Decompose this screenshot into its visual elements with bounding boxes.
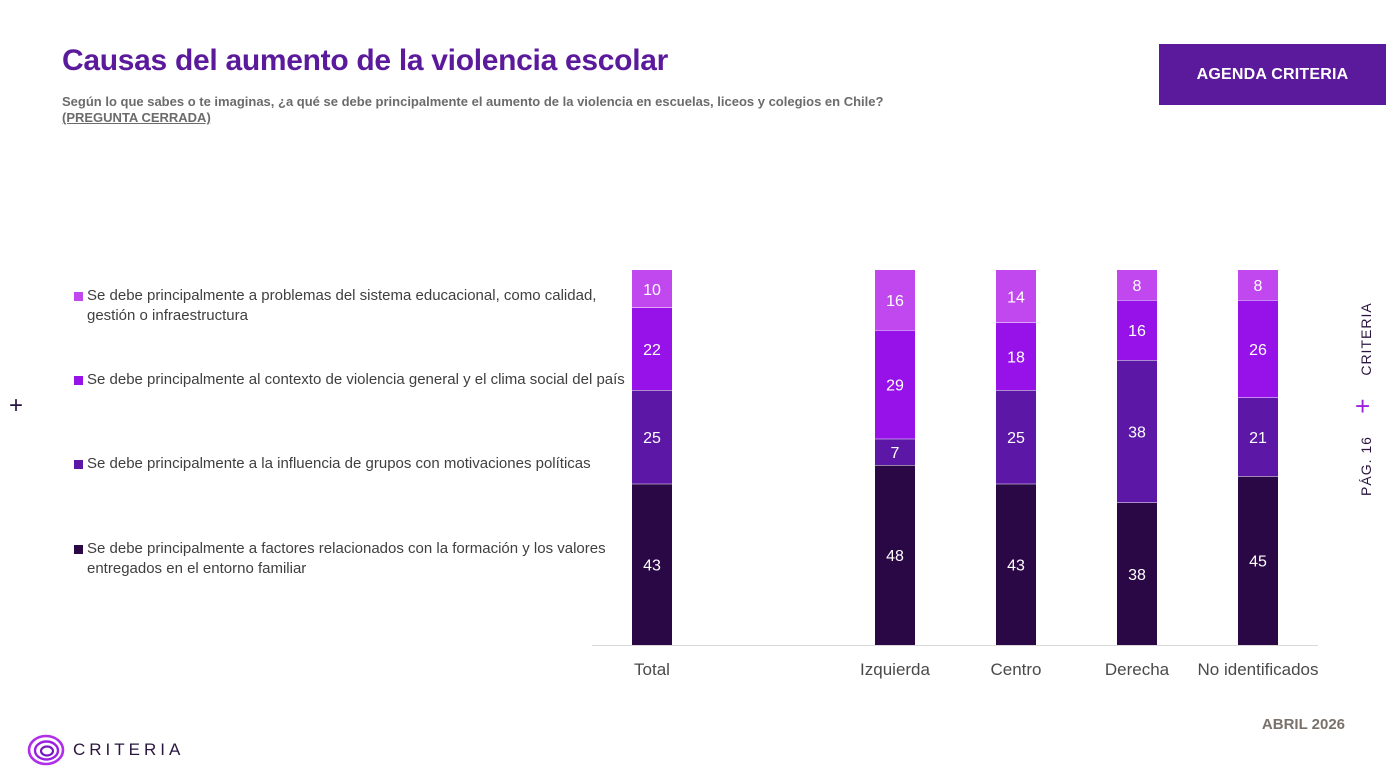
criteria-logo: CRITERIA: [27, 734, 184, 766]
data-label: 43: [643, 557, 661, 574]
data-label: 22: [643, 342, 661, 359]
data-label: 48: [886, 548, 904, 565]
legend-label: Se debe principalmente a problemas del s…: [87, 287, 597, 324]
legend-swatch: [74, 460, 83, 469]
bar-stack: 43 25 22 10: [632, 270, 672, 645]
bar-stack: 48 7 29 16: [875, 270, 915, 645]
data-label: 8: [1254, 278, 1263, 295]
legend-item: Se debe principalmente al contexto de vi…: [74, 370, 632, 390]
bar-segment: [632, 483, 672, 645]
data-label: 7: [891, 445, 900, 462]
bar-segment: [632, 307, 672, 390]
data-label: 18: [1007, 349, 1025, 366]
data-label: 8: [1133, 278, 1142, 295]
bar-stack: 43 25 18 14: [996, 270, 1036, 645]
plus-icon: +: [9, 392, 24, 419]
data-label: 16: [1128, 323, 1146, 340]
bar-segment: [632, 390, 672, 484]
legend-label: Se debe principalmente al contexto de vi…: [87, 371, 625, 388]
page-title: Causas del aumento de la violencia escol…: [62, 44, 668, 77]
bar-segment: [996, 270, 1036, 323]
side-plus-icon: +: [1355, 391, 1371, 421]
data-label: 10: [643, 282, 661, 299]
data-label: 38: [1128, 424, 1146, 441]
bar-segment: [1117, 360, 1157, 503]
data-label: 25: [643, 430, 661, 447]
category-label: Derecha: [1105, 660, 1170, 679]
data-label: 21: [1249, 430, 1267, 447]
legend-swatch: [74, 376, 83, 385]
page-number-label: PÁG. 16: [1358, 436, 1374, 496]
legend-item: Se debe principalmente a factores relaci…: [74, 539, 632, 578]
question-type-label: (PREGUNTA CERRADA): [62, 110, 211, 125]
bar-segment: [1117, 502, 1157, 645]
bar-segment: [1238, 397, 1278, 477]
bar-segment: [875, 465, 915, 645]
data-label: 16: [886, 293, 904, 310]
category-label: Izquierda: [860, 660, 930, 679]
bar-segment: [632, 270, 672, 308]
bar-segment: [1238, 300, 1278, 398]
agenda-criteria-badge: AGENDA CRITERIA: [1159, 44, 1386, 105]
bar-stack: 45 21 26 8: [1238, 270, 1278, 645]
bar-segment: [996, 483, 1036, 645]
data-label: 43: [1007, 557, 1025, 574]
data-label: 29: [886, 377, 904, 394]
logo-wordmark: CRITERIA: [73, 740, 185, 759]
data-label: 25: [1007, 430, 1025, 447]
bar-stack: 38 38 16 8: [1117, 270, 1157, 645]
bar-segment: [996, 322, 1036, 390]
bar-segment: [1117, 300, 1157, 360]
category-label: Centro: [990, 660, 1041, 679]
criteria-swirl-icon: [27, 734, 65, 766]
report-date: ABRIL 2026: [1261, 716, 1345, 733]
bar-segment: [875, 270, 915, 330]
legend-swatch: [74, 545, 83, 554]
data-label: 38: [1128, 567, 1146, 584]
legend-item: Se debe principalmente a la influencia d…: [74, 454, 632, 474]
question-text: Según lo que sabes o te imaginas, ¿a qué…: [62, 94, 884, 109]
data-label: 26: [1249, 342, 1267, 359]
category-label: No identificados: [1198, 660, 1319, 679]
bar-segment: [1117, 270, 1157, 300]
legend-label: Se debe principalmente a la influencia d…: [87, 455, 591, 472]
bar-segment: [875, 330, 915, 439]
data-label: 45: [1249, 554, 1267, 571]
bar-segment: [1238, 476, 1278, 645]
legend-label: Se debe principalmente a factores relaci…: [87, 540, 606, 577]
bar-segment: [1238, 270, 1278, 300]
bar-segment: [875, 438, 915, 465]
category-label: Total: [634, 660, 670, 679]
legend-swatch: [74, 292, 83, 301]
bar-segment: [996, 390, 1036, 484]
side-brand-label: CRITERIA: [1358, 302, 1374, 376]
data-label: 14: [1007, 289, 1025, 306]
legend-item: Se debe principalmente a problemas del s…: [74, 286, 632, 325]
